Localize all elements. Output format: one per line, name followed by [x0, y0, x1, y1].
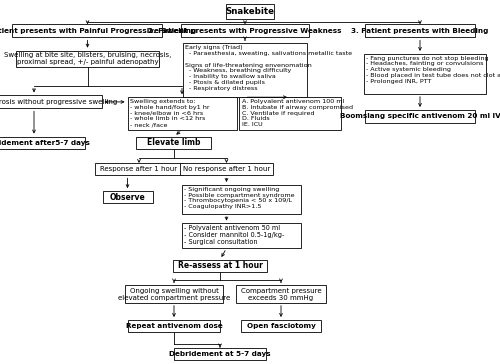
- FancyBboxPatch shape: [0, 95, 102, 108]
- Text: Snakebite: Snakebite: [226, 7, 274, 16]
- FancyBboxPatch shape: [12, 24, 162, 37]
- FancyBboxPatch shape: [365, 24, 475, 37]
- FancyBboxPatch shape: [128, 97, 236, 130]
- FancyBboxPatch shape: [181, 24, 308, 37]
- Text: Compartment pressure
exceeds 30 mmHg: Compartment pressure exceeds 30 mmHg: [240, 288, 322, 301]
- FancyBboxPatch shape: [239, 97, 342, 130]
- FancyBboxPatch shape: [174, 348, 266, 360]
- Text: Re-assess at 1 hour: Re-assess at 1 hour: [178, 261, 262, 270]
- FancyBboxPatch shape: [0, 136, 85, 149]
- FancyBboxPatch shape: [125, 285, 222, 303]
- FancyBboxPatch shape: [136, 136, 212, 149]
- Text: Repeat antivenom dose: Repeat antivenom dose: [126, 323, 222, 329]
- Text: Early signs (Triad)
  - Paraesthesia, sweating, salivations metallic taste

Sign: Early signs (Triad) - Paraesthesia, swea…: [185, 45, 352, 91]
- Text: 3. Patient presents with Bleeding: 3. Patient presents with Bleeding: [352, 28, 488, 34]
- FancyBboxPatch shape: [128, 320, 220, 332]
- FancyBboxPatch shape: [102, 191, 152, 203]
- Text: 1. Patient presents with Painful Progressive Swelling: 1. Patient presents with Painful Progres…: [0, 28, 196, 34]
- Text: - Fang punctures do not stop bleeding
- Headaches, fainting or convulsions
- Act: - Fang punctures do not stop bleeding - …: [366, 56, 500, 84]
- Text: Open fasciotomy: Open fasciotomy: [246, 323, 316, 329]
- Text: Swelling extends to:
- whole hand/foot by1 hr
- knee/elbow in <6 hrs
- whole lim: Swelling extends to: - whole hand/foot b…: [130, 99, 210, 127]
- FancyBboxPatch shape: [241, 320, 321, 332]
- Text: 2. Patient presents with Progressive Weakness: 2. Patient presents with Progressive Wea…: [148, 28, 342, 34]
- Text: - Polyvalent antivenom 50 ml
- Consider mannitol 0.5-1g/kg-
- Surgical consultat: - Polyvalent antivenom 50 ml - Consider …: [184, 225, 284, 245]
- Text: Boomslang specific antivenom 20 ml IV: Boomslang specific antivenom 20 ml IV: [340, 114, 500, 119]
- Text: Debridement at 5-7 days: Debridement at 5-7 days: [169, 351, 271, 357]
- Text: A. Polyvalent antivenom 100 ml
B. Intubate if airway compromised
C. Ventilate if: A. Polyvalent antivenom 100 ml B. Intuba…: [242, 99, 352, 127]
- FancyBboxPatch shape: [96, 163, 183, 175]
- FancyBboxPatch shape: [236, 285, 326, 303]
- Text: Swelling at bite site, blisters, bruising, necrosis,
proximal spread, +/- painfu: Swelling at bite site, blisters, bruisin…: [4, 52, 171, 66]
- FancyBboxPatch shape: [180, 163, 273, 175]
- Text: No response after 1 hour: No response after 1 hour: [183, 166, 270, 172]
- FancyBboxPatch shape: [172, 260, 268, 272]
- FancyBboxPatch shape: [16, 51, 159, 67]
- FancyBboxPatch shape: [365, 110, 475, 123]
- Text: Elevate limb: Elevate limb: [147, 138, 201, 147]
- FancyBboxPatch shape: [226, 4, 274, 19]
- Text: Debridement after5-7 days: Debridement after5-7 days: [0, 140, 90, 146]
- FancyBboxPatch shape: [364, 54, 486, 94]
- FancyBboxPatch shape: [182, 185, 300, 214]
- Text: Observe: Observe: [110, 193, 146, 202]
- FancyBboxPatch shape: [182, 223, 300, 248]
- Text: - Significant ongoing swelling
- Possible compartment syndrome
- Thrombocytopeni: - Significant ongoing swelling - Possibl…: [184, 187, 294, 209]
- Text: Ongoing swelling without
elevated compartment pressure: Ongoing swelling without elevated compar…: [118, 288, 230, 301]
- Text: Blisters ± necrosis without progressive swelling: Blisters ± necrosis without progressive …: [0, 99, 118, 105]
- Text: Response after 1 hour: Response after 1 hour: [100, 166, 178, 172]
- FancyBboxPatch shape: [182, 43, 306, 97]
